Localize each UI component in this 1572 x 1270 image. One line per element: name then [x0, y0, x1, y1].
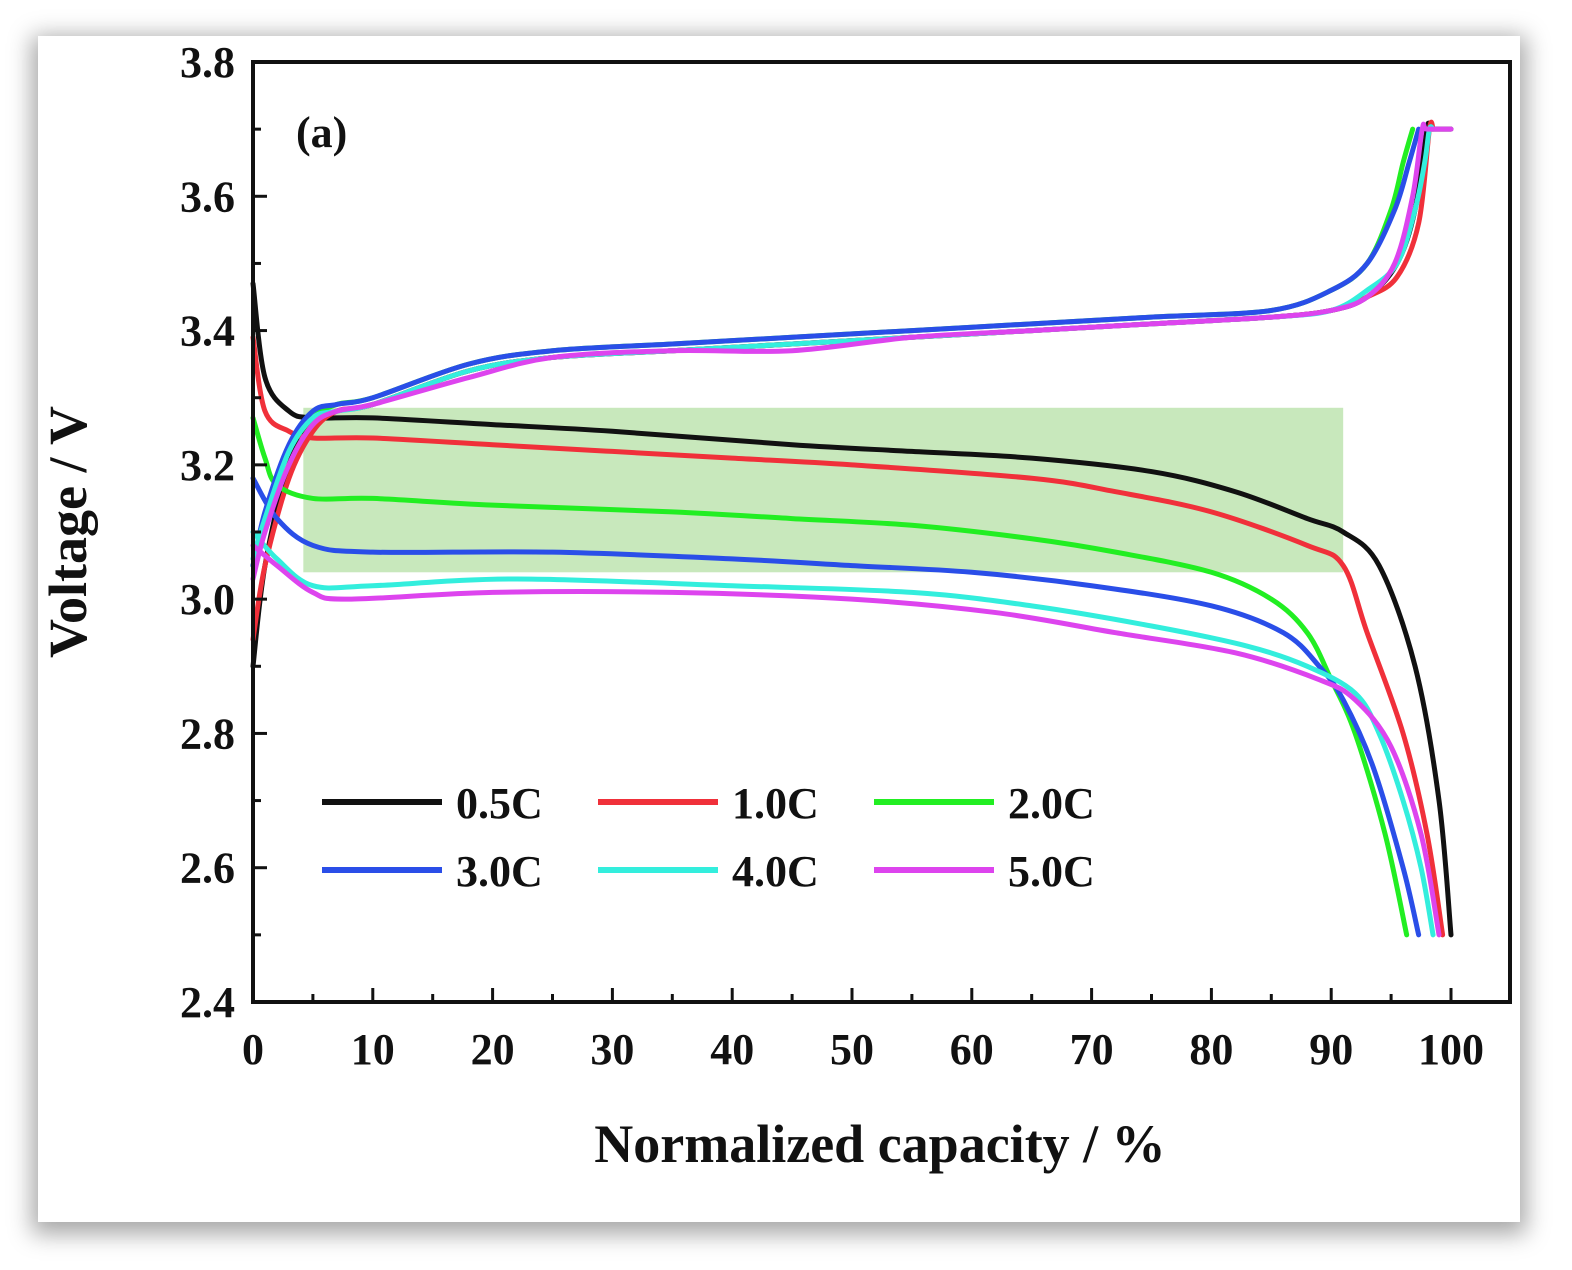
x-tick-label: 50 [830, 1025, 874, 1074]
legend-item-2.0C: 2.0C [874, 779, 1095, 828]
legend-label: 1.0C [732, 779, 819, 828]
legend-label: 5.0C [1008, 847, 1095, 896]
y-tick-label: 3.2 [180, 441, 235, 490]
y-tick-label: 2.8 [180, 709, 235, 758]
y-axis-label: Voltage / V [38, 406, 98, 658]
x-axis-label: Normalized capacity / % [594, 1114, 1165, 1174]
x-tick-label: 60 [950, 1025, 994, 1074]
y-tick-label: 2.6 [180, 844, 235, 893]
x-tick-label: 100 [1418, 1025, 1484, 1074]
legend-label: 0.5C [456, 779, 543, 828]
x-tick-label: 20 [471, 1025, 515, 1074]
legend-label: 3.0C [456, 847, 543, 896]
legend-item-3.0C: 3.0C [322, 847, 543, 896]
y-tick-label: 3.0 [180, 575, 235, 624]
x-tick-label: 70 [1070, 1025, 1114, 1074]
x-tick-label: 0 [242, 1025, 264, 1074]
x-tick-label: 80 [1189, 1025, 1233, 1074]
legend-item-1.0C: 1.0C [598, 779, 819, 828]
legend-label: 4.0C [732, 847, 819, 896]
panel-label: (a) [296, 108, 347, 157]
legend-label: 2.0C [1008, 779, 1095, 828]
x-tick-label: 40 [710, 1025, 754, 1074]
y-tick-label: 3.6 [180, 172, 235, 221]
y-tick-label: 3.8 [180, 38, 235, 87]
x-tick-label: 90 [1309, 1025, 1353, 1074]
y-tick-label: 2.4 [180, 978, 235, 1027]
highlight-region [303, 407, 1344, 573]
y-tick-label: 3.4 [180, 307, 235, 356]
series-0.5C-charge-line [250, 120, 1454, 669]
series-4.0C-discharge-line [250, 529, 1436, 938]
series-3.0C-discharge-line [250, 475, 1422, 938]
series-1.0C-discharge-line [250, 334, 1446, 938]
series-5.0C-discharge-line [250, 542, 1442, 938]
legend-item-5.0C: 5.0C [874, 847, 1095, 896]
x-tick-label: 30 [590, 1025, 634, 1074]
legend-item-0.5C: 0.5C [322, 779, 543, 828]
legend-item-4.0C: 4.0C [598, 847, 819, 896]
x-tick-label: 10 [351, 1025, 395, 1074]
series-5.0C-charge-line [250, 121, 1454, 582]
series-3.0C-charge-line [250, 126, 1422, 569]
